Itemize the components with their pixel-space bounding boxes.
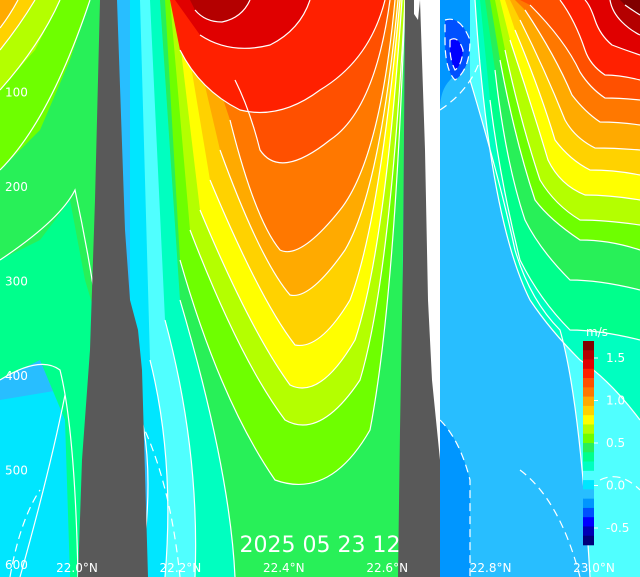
y-tick-label: 500 [5,464,28,478]
colorbar-swatch [583,405,594,416]
colorbar-tick-label: 0.0 [606,479,625,493]
colorbar-swatch [583,341,594,351]
x-tick-label: 22.6°N [366,561,408,575]
colorbar-swatch [583,470,594,481]
x-tick-label: 22.4°N [263,561,305,575]
colorbar-swatch [583,350,594,360]
colorbar-swatch [583,359,594,370]
colorbar-swatch [583,378,594,388]
colorbar-swatch [583,368,594,379]
colorbar-units-label: m/s [586,325,608,339]
x-tick-label: 22.0°N [56,561,98,575]
colorbar-swatch [583,507,594,518]
colorbar: m/s 1.5 1.0 0.5 0.0 -0.5 [583,325,629,546]
left-section [0,0,110,577]
colorbar-tick-label: 1.5 [606,351,625,365]
y-tick-label: 600 [5,558,28,572]
x-axis-ticks: 22.0°N 22.2°N 22.4°N 22.6°N 22.8°N 23.0°N [56,561,615,575]
colorbar-swatch [583,396,594,407]
colorbar-swatch [583,498,594,509]
colorbar-swatch [583,480,594,490]
colorbar-tick-label: -0.5 [606,521,629,535]
colorbar-swatch [583,489,594,499]
timestamp-label: 2025 05 23 12 [240,533,401,558]
center-section [78,0,445,577]
colorbar-swatch [583,452,594,462]
y-tick-label: 100 [5,86,28,100]
colorbar-swatch [583,415,594,425]
y-tick-label: 200 [5,180,28,194]
colorbar-swatch [583,461,594,472]
colorbar-swatch [583,517,594,527]
colorbar-swatch [583,443,594,453]
colorbar-swatch [583,387,594,397]
colorbar-swatches [583,341,594,546]
colorbar-swatch [583,424,594,435]
y-axis-ticks: 100 200 300 400 500 600 [5,86,28,573]
colorbar-tick-label: 0.5 [606,436,625,450]
colorbar-swatch [583,535,594,546]
y-tick-label: 400 [5,369,28,383]
x-tick-label: 23.0°N [573,561,615,575]
section-gap [414,0,420,20]
colorbar-ticks: 1.5 1.0 0.5 0.0 -0.5 [594,351,629,535]
x-tick-label: 22.8°N [470,561,512,575]
colorbar-swatch [583,433,594,444]
x-tick-label: 22.2°N [160,561,202,575]
y-tick-label: 300 [5,275,28,289]
right-section [439,0,640,577]
colorbar-swatch [583,526,594,537]
colorbar-tick-label: 1.0 [606,394,625,408]
